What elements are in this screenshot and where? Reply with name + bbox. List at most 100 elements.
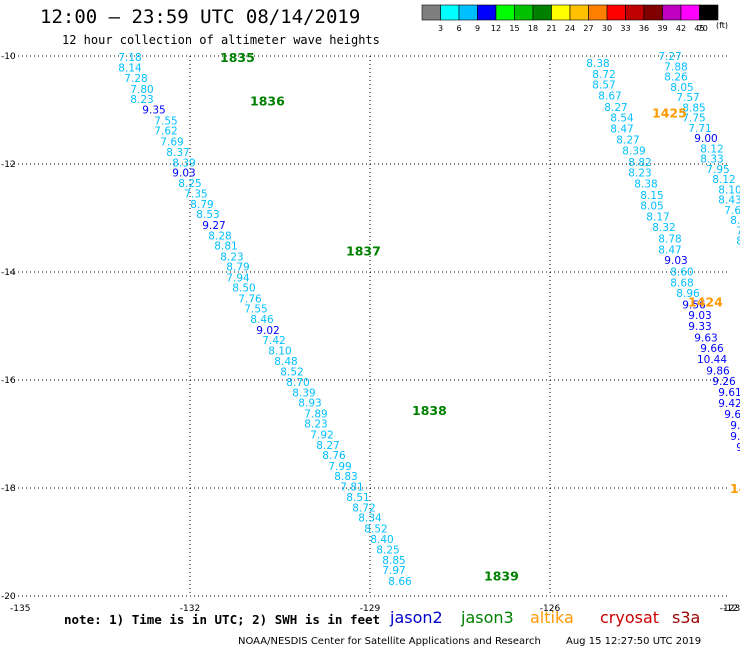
axis-ticks: -135 -132 -129 -126 -123-12-10-12-14-16-18-2… [1,52,740,614]
swh-value-jason3: 8.10 [268,345,291,357]
swh-value-altika: 8.38 [634,178,657,190]
pass-label-jason3: 1838 [412,403,447,418]
colorbar-swatch [662,4,682,21]
swh-value-jason3: 9.02 [256,325,279,337]
colorbar-tick-label: 45 [694,24,704,33]
swh-value-jason3: 8.40 [370,534,393,546]
swh-value-altika: 9.56 [682,299,706,311]
colorbar-unit: (ft) [716,21,729,30]
swh-value-altika: 9.26 [712,376,736,388]
swh-value-jason3: 8.79 [190,199,213,211]
swh-value-jason3: 8.81 [214,241,237,253]
colorbar-swatch [421,4,441,21]
swh-value-jason3: 8.52 [364,524,387,536]
swh-value-jason2: 9.00 [694,133,717,145]
swh-value-jason3: 8.93 [298,398,321,410]
colorbar-tick-label: 27 [583,24,593,33]
swh-value-jason3: 7.28 [124,73,147,85]
colorbar-swatch [495,4,515,21]
colorbar-swatch [680,4,700,21]
swh-value-jason3: 7.94 [226,272,250,284]
swh-value-jason2: 7.27 [658,51,681,63]
colorbar-tick-label: 24 [565,24,575,33]
swh-value-altika: 8.78 [658,234,681,246]
swh-value-jason2: 7.57 [676,92,699,104]
swh-value-altika: 9.66 [724,409,740,421]
swh-value-jason2: 7.88 [664,61,687,73]
colorbar-swatch [625,4,645,21]
x-tick-label: -126 [540,604,561,614]
swh-value-jason3: 8.34 [358,513,382,525]
legend-altika: altika [530,608,574,627]
swh-value-jason3: 7.35 [184,189,207,201]
swh-value-jason3: 7.55 [154,115,177,127]
colorbar-tick-label: 42 [676,24,686,33]
pass-label-jason3: 1835 [220,50,255,65]
swh-value-altika: 9.66 [700,343,724,355]
legend-cryosat: cryosat [600,608,660,627]
swh-value-jason3: 7.92 [310,430,333,442]
y-tick-label: -20 [1,592,16,602]
swh-value-altika: 9.03 [688,310,711,322]
colorbar-swatch [440,4,460,21]
swh-value-jason3: 8.76 [322,450,346,462]
data-points: 7.188.147.287.808.239.357.557.627.698.37… [118,51,740,588]
swh-value-jason3: 8.72 [352,502,375,514]
swh-value-jason2: 7.71 [688,123,711,135]
swh-value-altika: 8.17 [646,211,669,223]
colorbar-tick-label: 30 [602,24,612,33]
swh-value-altika: 8.47 [610,123,633,135]
swh-value-altika: 8.38 [586,58,609,70]
colorbar-swatch [606,4,626,21]
y-tick-label: -16 [1,376,16,386]
swh-value-jason2: 8.33 [700,154,723,166]
colorbar-tick-label: 39 [657,24,667,33]
legend-jason2: jason2 [390,608,443,627]
swh-value-jason3: 7.55 [244,304,267,316]
colorbar-tick-label: 3 [438,24,443,33]
swh-value-jason2: 8.12 [712,174,735,186]
swh-value-jason3: 8.66 [388,576,412,588]
x-tick-label: -123 [720,604,740,614]
swh-value-jason3: 8.51 [346,492,369,504]
y-tick-label: -18 [1,484,16,494]
y-tick-label: -12 [1,160,16,170]
page-subtitle: 12 hour collection of altimeter wave hei… [62,33,380,47]
swh-value-altika: 8.23 [628,168,651,180]
legend-s3a: s3a [672,608,701,627]
swh-value-altika: 8.57 [592,80,615,92]
pass-label-altika: 1424 [688,295,723,310]
swh-value-jason3: 8.23 [304,419,327,431]
swh-value-jason3: 7.42 [262,335,285,347]
colorbar-swatch [699,4,719,21]
swh-value-jason2: 8.05 [670,82,693,94]
swh-value-jason3: 8.83 [334,471,357,483]
colorbar-tick-label: 6 [456,24,461,33]
swh-value-jason3: 8.23 [130,94,153,106]
pass-label-jason3: 1837 [346,243,381,258]
colorbar-swatch [588,4,608,21]
swh-value-altika: 8.39 [622,146,645,158]
swh-value-altika: 8.32 [652,222,675,234]
swh-value-jason3: 8.14 [118,62,142,74]
swh-value-jason2: 8.26 [664,72,688,84]
footer-source: NOAA/NESDIS Center for Satellite Applica… [238,636,541,647]
colorbar-tick-label: 33 [620,24,630,33]
swh-value-altika: 9.61 [718,387,740,399]
swh-value-jason3: 8.53 [196,209,219,221]
colorbar-swatch [458,4,478,21]
swh-value-altika: 8.05 [640,201,663,213]
pass-label-jason3: 1836 [250,93,285,108]
swh-value-jason3: 7.76 [238,293,262,305]
x-tick-label: -129 [360,604,381,614]
swh-value-jason3: 8.50 [232,283,255,295]
swh-value-jason3: 8.37 [166,147,189,159]
colorbar-tick-label: 9 [475,24,480,33]
footer-timestamp: Aug 15 12:27:50 UTC 2019 [566,636,702,647]
colorbar-tick-label: 12 [491,24,501,33]
swh-value-altika: 8.68 [670,277,693,289]
swh-value-jason3: 8.46 [250,314,274,326]
swh-value-altika: 9.42 [718,398,740,410]
swh-value-jason3: 9.35 [142,104,165,116]
